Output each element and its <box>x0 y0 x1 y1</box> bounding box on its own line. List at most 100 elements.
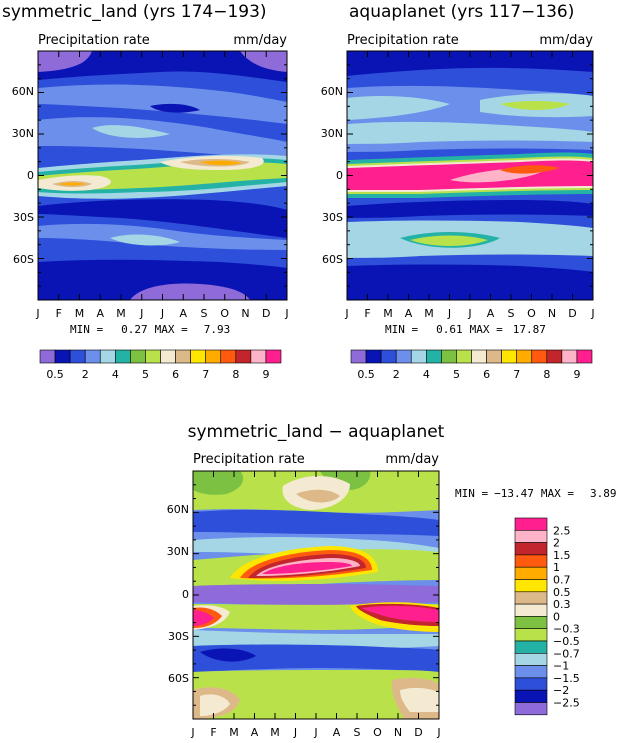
panel3-min-value: −13.47 <box>494 487 534 500</box>
x-tick-label: M <box>424 307 434 320</box>
panel3-y-label-60s: 60S <box>168 672 189 685</box>
panel2-stats: MIN = 0.61 MAX = 17.87 <box>385 323 546 336</box>
x-tick-label: D <box>262 307 270 320</box>
colorbar-swatch <box>514 591 548 605</box>
colorbar-label: 0.5 <box>553 586 571 599</box>
colorbar-swatch <box>235 349 252 364</box>
colorbar-swatch <box>514 603 548 617</box>
colorbar-swatch <box>426 349 442 364</box>
colorbar-label: 7 <box>202 368 209 381</box>
panel1-colorbar: 0.5 2 4 5 6 7 8 9 <box>39 349 282 381</box>
panel1-y-label-30s: 30S <box>13 211 34 224</box>
x-tick-label: J <box>447 307 451 320</box>
panel3-min-label: MIN = <box>455 487 488 500</box>
panel3-y-label-60n: 60N <box>167 503 189 516</box>
colorbar-label: 0.5 <box>357 368 375 381</box>
colorbar-swatch <box>395 349 412 364</box>
x-tick-label: O <box>373 726 382 739</box>
colorbar-swatch <box>84 349 101 364</box>
panel2-min-label: MIN = <box>385 323 418 336</box>
x-tick-label: O <box>220 307 229 320</box>
x-tick-label: F <box>210 726 216 739</box>
colorbar-swatch <box>531 349 548 364</box>
colorbar-swatch <box>514 652 548 666</box>
colorbar-swatch <box>516 349 533 364</box>
colorbar-label: −0.7 <box>553 647 580 660</box>
x-tick-label: A <box>96 307 104 320</box>
colorbar-swatch <box>54 349 71 364</box>
panel3-field <box>193 471 439 719</box>
colorbar-label: −0.5 <box>553 635 580 648</box>
colorbar-label: −0.3 <box>553 623 580 636</box>
colorbar-label: 2 <box>553 537 560 550</box>
colorbar-label: 4 <box>112 368 119 381</box>
x-tick-label: M <box>270 726 280 739</box>
panel1-y-label-30n: 30N <box>12 127 34 140</box>
colorbar-label: 9 <box>262 368 269 381</box>
panel1-min-value: 0.27 <box>121 323 148 336</box>
x-tick-label: J <box>139 307 143 320</box>
x-tick-label: F <box>56 307 62 320</box>
panel1-min-label: MIN = <box>70 323 103 336</box>
colorbar-swatch <box>145 349 161 364</box>
panel2-units: mm/day <box>539 33 593 48</box>
panel2-variable: Precipitation rate <box>347 33 459 48</box>
panel3-variable: Precipitation rate <box>193 452 305 467</box>
colorbar-label: 5 <box>453 368 460 381</box>
colorbar-label: 5 <box>142 368 149 381</box>
colorbar-swatch <box>514 529 548 543</box>
x-tick-label: A <box>251 726 259 739</box>
colorbar-swatch <box>514 554 548 568</box>
colorbar-swatch <box>39 349 56 364</box>
colorbar-swatch <box>130 349 146 364</box>
colorbar-label: 2.5 <box>553 524 571 537</box>
x-tick-label: O <box>527 307 536 320</box>
colorbar-swatch <box>410 349 427 364</box>
colorbar-label: 9 <box>573 368 580 381</box>
colorbar-swatch <box>514 616 548 630</box>
colorbar-swatch <box>265 349 282 364</box>
panel1-max-label: MAX = <box>155 323 188 336</box>
colorbar-swatch <box>99 349 116 364</box>
panel2-ticks <box>346 51 594 300</box>
panel2-max-value: 17.87 <box>513 323 546 336</box>
x-tick-label: A <box>179 307 187 320</box>
panel3-max-label: MAX = <box>541 487 574 500</box>
panel1-max-value: 7.93 <box>204 323 231 336</box>
panel3-y-labels: 60N 30N 0 30S 60S <box>167 503 189 685</box>
colorbar-swatch <box>250 349 267 364</box>
colorbar-swatch <box>441 349 457 364</box>
panel1-units: mm/day <box>233 33 287 48</box>
colorbar-label: 8 <box>232 368 239 381</box>
panel2-y-label-60n: 60N <box>321 85 343 98</box>
panel1-variable: Precipitation rate <box>38 33 150 48</box>
colorbar-swatch <box>486 349 502 364</box>
x-tick-label: M <box>229 726 239 739</box>
x-tick-label: J <box>467 307 471 320</box>
x-tick-label: S <box>201 307 208 320</box>
colorbar-swatch <box>561 349 578 364</box>
colorbar-swatch <box>546 349 563 364</box>
x-tick-label: J <box>436 726 440 739</box>
x-tick-label: F <box>364 307 370 320</box>
x-tick-label: A <box>487 307 495 320</box>
colorbar-swatch <box>380 349 397 364</box>
colorbar-label: 8 <box>543 368 550 381</box>
colorbar-swatch <box>576 349 593 364</box>
colorbar-swatch <box>514 689 548 703</box>
panel1-y-label-60s: 60S <box>13 253 34 266</box>
colorbar-label: 0.7 <box>553 574 571 587</box>
x-tick-label: M <box>383 307 393 320</box>
panel2-field <box>347 51 593 300</box>
colorbar-label: 2 <box>82 368 89 381</box>
colorbar-swatch <box>69 349 86 364</box>
panel3-ticks <box>192 471 440 719</box>
panel1-y-labels: 60N 30N 0 30S 60S <box>12 85 34 266</box>
panel1-ticks <box>37 51 288 300</box>
colorbar-swatch <box>365 349 382 364</box>
colorbar-swatch <box>514 702 548 716</box>
colorbar-label: −1 <box>553 660 569 673</box>
